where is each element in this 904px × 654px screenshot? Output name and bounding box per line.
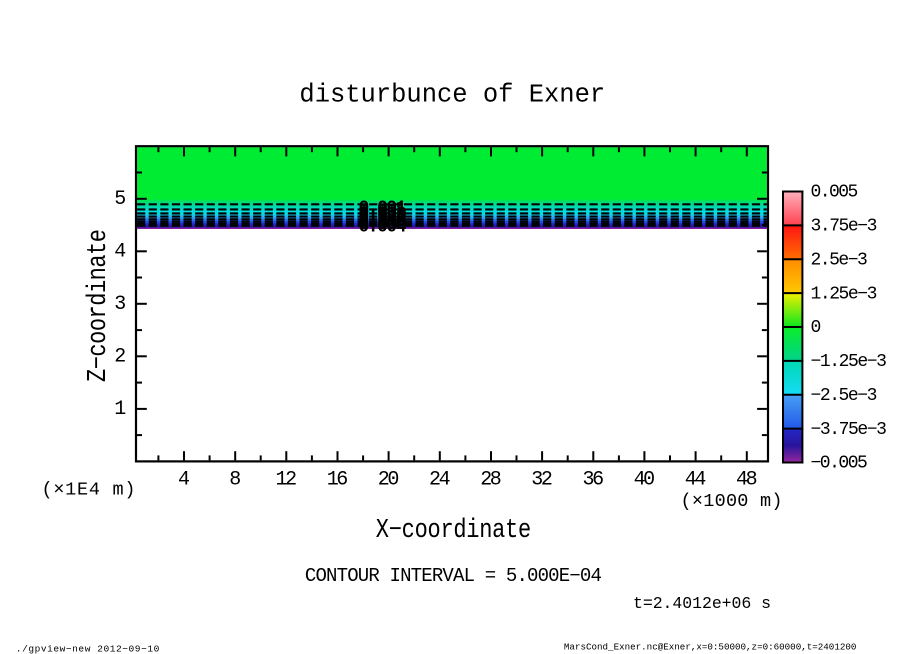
svg-text:40: 40 bbox=[634, 469, 656, 492]
svg-text:32: 32 bbox=[531, 469, 553, 492]
svg-text:44: 44 bbox=[685, 469, 707, 492]
svg-text:8: 8 bbox=[229, 469, 241, 492]
svg-text:0.001: 0.001 bbox=[359, 199, 407, 219]
svg-text:36: 36 bbox=[583, 469, 605, 492]
svg-text:(×1000 m): (×1000 m) bbox=[681, 491, 783, 512]
svg-text:0.001: 0.001 bbox=[359, 202, 407, 222]
svg-text:3.75e−3: 3.75e−3 bbox=[811, 217, 878, 237]
svg-text:28: 28 bbox=[480, 469, 502, 492]
svg-text:MarsCond_Exner.nc@Exner,x=0:50: MarsCond_Exner.nc@Exner,x=0:50000,z=0:60… bbox=[564, 641, 857, 652]
svg-text:0.002: 0.002 bbox=[359, 205, 407, 225]
svg-text:1: 1 bbox=[114, 398, 126, 421]
svg-text:0.004: 0.004 bbox=[359, 215, 407, 235]
svg-text:2.5e−3: 2.5e−3 bbox=[811, 250, 868, 270]
svg-text:0.005: 0.005 bbox=[811, 183, 859, 203]
svg-text:24: 24 bbox=[429, 469, 451, 492]
svg-text:4: 4 bbox=[114, 240, 126, 263]
svg-text:3: 3 bbox=[114, 293, 126, 316]
svg-text:−0.005: −0.005 bbox=[811, 454, 868, 474]
svg-text:2: 2 bbox=[114, 345, 126, 368]
svg-text:disturbunce of Exner: disturbunce of Exner bbox=[299, 81, 605, 110]
svg-text:CONTOUR INTERVAL = 5.000E−04: CONTOUR INTERVAL = 5.000E−04 bbox=[305, 565, 602, 587]
svg-text:(×1E4 m): (×1E4 m) bbox=[42, 480, 136, 501]
svg-text:0.002: 0.002 bbox=[359, 208, 407, 228]
svg-text:48: 48 bbox=[736, 469, 758, 492]
svg-text:−3.75e−3: −3.75e−3 bbox=[811, 420, 887, 440]
svg-text:0.004: 0.004 bbox=[359, 218, 407, 238]
svg-text:5: 5 bbox=[114, 188, 126, 211]
svg-text:Z−coordinate: Z−coordinate bbox=[84, 229, 113, 382]
svg-text:−2.5e−3: −2.5e−3 bbox=[811, 386, 878, 406]
svg-text:12: 12 bbox=[276, 469, 298, 492]
svg-text:20: 20 bbox=[378, 469, 400, 492]
svg-text:−1.25e−3: −1.25e−3 bbox=[811, 352, 887, 372]
svg-text:0: 0 bbox=[811, 318, 822, 338]
svg-text:0.003: 0.003 bbox=[359, 212, 407, 232]
svg-text:./gpview−new 2012−09−10: ./gpview−new 2012−09−10 bbox=[16, 644, 160, 654]
svg-text:16: 16 bbox=[327, 469, 349, 492]
svg-text:t=2.4012e+06 s: t=2.4012e+06 s bbox=[633, 594, 771, 613]
svg-text:4: 4 bbox=[178, 469, 190, 492]
svg-text:X−coordinate: X−coordinate bbox=[376, 516, 532, 545]
svg-text:1.25e−3: 1.25e−3 bbox=[811, 284, 878, 304]
